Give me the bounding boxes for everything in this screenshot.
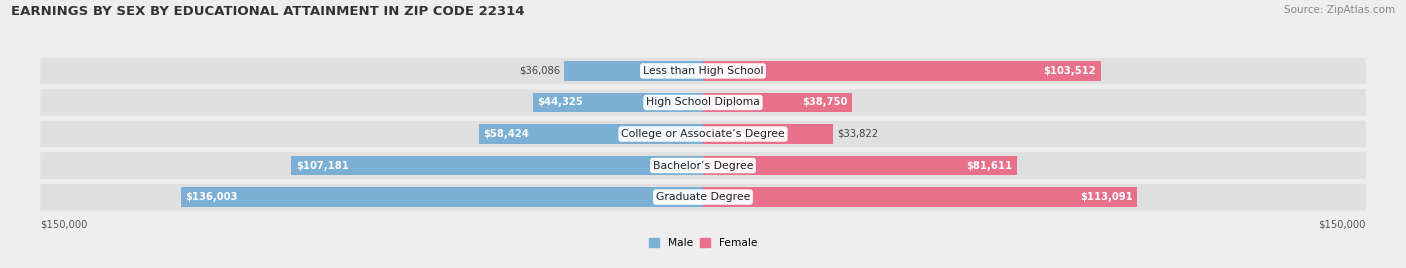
Text: $150,000: $150,000 <box>41 220 87 230</box>
Text: $103,512: $103,512 <box>1043 66 1097 76</box>
Text: $107,181: $107,181 <box>295 161 349 170</box>
Bar <box>533 93 703 112</box>
Bar <box>703 93 852 112</box>
Bar <box>478 124 703 144</box>
Text: $44,325: $44,325 <box>537 98 583 107</box>
Text: $36,086: $36,086 <box>519 66 560 76</box>
Text: Graduate Degree: Graduate Degree <box>655 192 751 202</box>
Text: Source: ZipAtlas.com: Source: ZipAtlas.com <box>1284 5 1395 15</box>
FancyBboxPatch shape <box>41 58 1365 84</box>
Text: College or Associate’s Degree: College or Associate’s Degree <box>621 129 785 139</box>
FancyBboxPatch shape <box>41 152 1365 179</box>
Bar <box>703 61 1101 81</box>
Text: $113,091: $113,091 <box>1080 192 1133 202</box>
Text: $38,750: $38,750 <box>801 98 848 107</box>
Bar <box>564 61 703 81</box>
Text: Less than High School: Less than High School <box>643 66 763 76</box>
Text: $150,000: $150,000 <box>1319 220 1365 230</box>
FancyBboxPatch shape <box>41 89 1365 116</box>
Bar <box>703 156 1017 175</box>
Bar <box>180 187 703 207</box>
Text: $58,424: $58,424 <box>484 129 529 139</box>
Text: EARNINGS BY SEX BY EDUCATIONAL ATTAINMENT IN ZIP CODE 22314: EARNINGS BY SEX BY EDUCATIONAL ATTAINMEN… <box>11 5 524 18</box>
Legend: Male, Female: Male, Female <box>644 233 762 252</box>
Text: High School Diploma: High School Diploma <box>647 98 759 107</box>
FancyBboxPatch shape <box>41 121 1365 147</box>
Bar <box>703 124 832 144</box>
Text: Bachelor’s Degree: Bachelor’s Degree <box>652 161 754 170</box>
FancyBboxPatch shape <box>41 184 1365 210</box>
Bar <box>703 187 1137 207</box>
Text: $136,003: $136,003 <box>186 192 238 202</box>
Bar <box>291 156 703 175</box>
Text: $81,611: $81,611 <box>966 161 1012 170</box>
Text: $33,822: $33,822 <box>838 129 879 139</box>
